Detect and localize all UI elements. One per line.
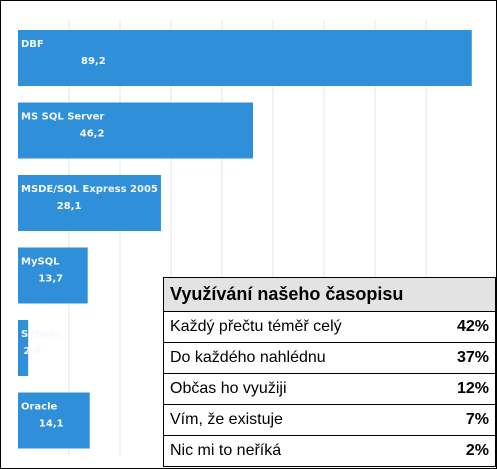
bar (18, 175, 161, 231)
value-label: 28,1 (57, 201, 82, 212)
table-row: Občas ho využiji 12% (162, 373, 496, 405)
table-row: Vím, že existuje 7% (162, 404, 496, 436)
percent: 7% (430, 404, 496, 436)
bar (18, 392, 90, 449)
answer: Občas ho využiji (162, 373, 431, 405)
value-label: 89,2 (81, 56, 106, 67)
value-label: 2,0 (24, 346, 42, 357)
table-title: Využívání našeho časopisu (163, 277, 496, 312)
category-label: DBF (21, 39, 44, 50)
table-row: Každý přečtu téměř celý 42% (162, 311, 496, 343)
percent: 42% (430, 311, 496, 343)
category-label: Oracle (21, 402, 58, 413)
table-row: Nic mi to neříká 2% (162, 435, 496, 467)
answer: Nic mi to neříká (162, 435, 431, 467)
category-label: MS SQL Server (21, 112, 104, 123)
value-label: 14,1 (39, 419, 64, 430)
percent: 37% (430, 342, 496, 374)
value-label: 13,7 (38, 274, 63, 285)
category-label: MSDE/SQL Express 2005 (21, 184, 158, 195)
bar (18, 247, 88, 304)
bar (18, 320, 29, 376)
answer: Každý přečtu téměř celý (162, 311, 431, 343)
bar (18, 102, 254, 159)
percent: 2% (430, 435, 496, 467)
answer: Do každého nahlédnu (162, 342, 431, 374)
bar (18, 30, 472, 86)
percent: 12% (430, 373, 496, 405)
answer: Vím, že existuje (162, 404, 431, 436)
value-label: 46,2 (80, 129, 105, 140)
category-label: MySQL (21, 257, 60, 268)
category-label: Sybase (21, 329, 62, 340)
table-row: Do každého nahlédnu 37% (162, 342, 496, 374)
survey-table: Využívání našeho časopisu Každý přečtu t… (162, 277, 496, 467)
